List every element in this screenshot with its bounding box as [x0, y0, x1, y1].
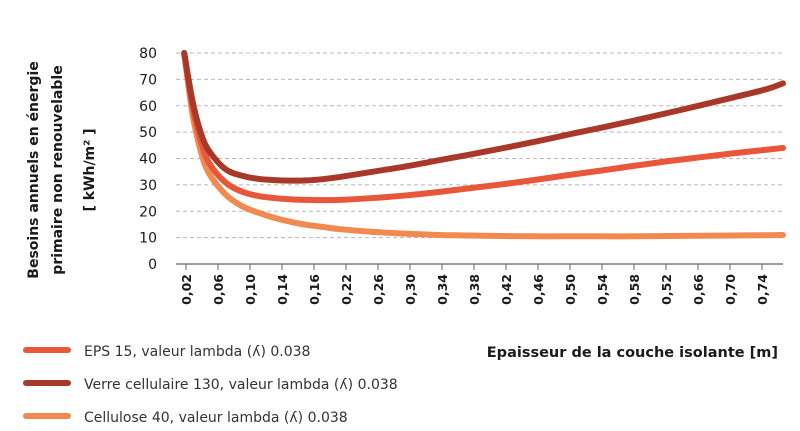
y-tick-label: 10: [139, 231, 157, 247]
x-tick-label: 0,70: [723, 274, 738, 305]
x-tick-label: 0,66: [691, 274, 706, 305]
x-tick-label: 0,06: [211, 274, 226, 305]
x-tick-label: 0,38: [467, 274, 482, 305]
x-tick-label: 0,52: [659, 274, 674, 305]
y-tick-label: 70: [139, 72, 157, 88]
x-tick-label: 0,16: [307, 274, 322, 305]
series-lines: [181, 50, 786, 240]
y-tick-label: 20: [139, 204, 157, 220]
y-label-line-1: Besoins annuels en énergie: [26, 61, 42, 278]
y-axis-ticks: 0 10 20 30 40 50 60 70 80: [139, 46, 157, 273]
y-tick-label: 60: [139, 99, 157, 115]
x-tick-label: 0,58: [627, 274, 642, 305]
x-tick-label: 0,34: [435, 274, 450, 305]
x-axis: 0,02 0,06 0,10 0,14 0,16 0,22 0,26 0,30 0,34 0,38…: [176, 263, 783, 305]
x-tick-label: 0,42: [499, 274, 514, 305]
x-tick-label: 0,74: [755, 274, 770, 305]
legend-item-eps: EPS 15, valeur lambda (ʎ) 0.038: [23, 344, 310, 360]
y-axis-label: Besoins annuels en énergie primaire non …: [26, 61, 98, 278]
y-tick-label: 40: [139, 152, 157, 168]
series-line-2: [181, 50, 786, 240]
y-tick-label: 30: [139, 178, 157, 194]
y-label-line-3: [ kWh/m² ]: [82, 128, 98, 211]
y-label-line-2: primaire non renouvelable: [50, 65, 66, 274]
legend: EPS 15, valeur lambda (ʎ) 0.038 Verre ce…: [23, 344, 398, 426]
x-tick-label: 0,10: [243, 274, 258, 305]
x-tick-label: 0,30: [403, 274, 418, 305]
gridlines: [176, 52, 783, 239]
x-tick-label: 0,54: [595, 274, 610, 305]
x-axis-label: Epaisseur de la couche isolante [m]: [487, 345, 778, 361]
x-tick-label: 0,50: [563, 274, 578, 305]
legend-label-verre: Verre cellulaire 130, valeur lambda (ʎ) …: [84, 377, 398, 393]
series-line-0: [181, 50, 786, 204]
y-tick-label: 0: [148, 257, 157, 273]
series-line-1: [181, 50, 786, 184]
x-tick-label: 0,22: [339, 274, 354, 305]
x-tick-label: 0,14: [275, 274, 290, 305]
legend-item-cellulose: Cellulose 40, valeur lambda (ʎ) 0.038: [23, 410, 348, 426]
legend-label-cellulose: Cellulose 40, valeur lambda (ʎ) 0.038: [84, 410, 348, 426]
x-tick-label: 0,02: [179, 274, 194, 305]
x-tick-label: 0,26: [371, 274, 386, 305]
legend-label-eps: EPS 15, valeur lambda (ʎ) 0.038: [84, 344, 310, 360]
y-tick-label: 80: [139, 46, 157, 62]
y-tick-label: 50: [139, 125, 157, 141]
legend-item-verre: Verre cellulaire 130, valeur lambda (ʎ) …: [23, 377, 398, 393]
x-tick-label: 0,46: [531, 274, 546, 305]
